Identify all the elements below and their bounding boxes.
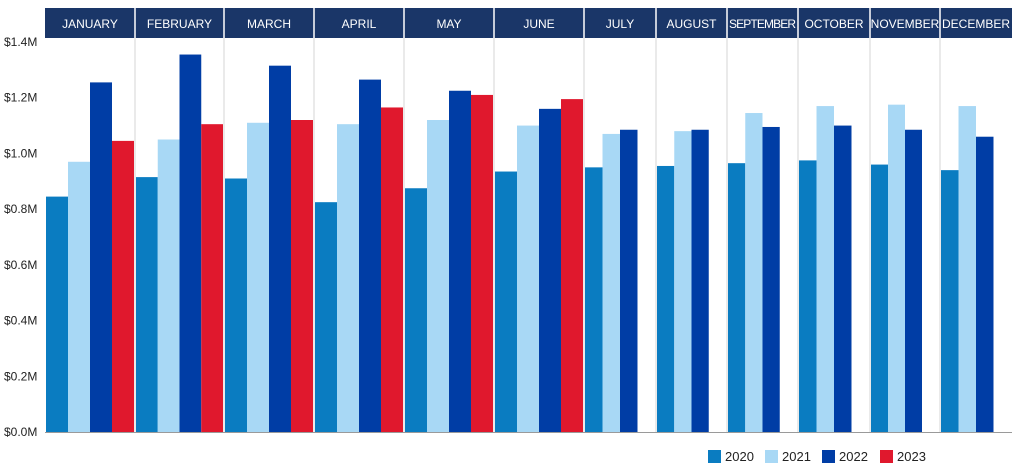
month-label: SEPTEMBER <box>729 17 796 31</box>
legend: 2020 2021 2022 2023 <box>708 449 926 464</box>
bar-2021-february <box>157 139 180 432</box>
legend-label-2020: 2020 <box>725 449 754 464</box>
bar-2020-april <box>315 202 337 432</box>
bar-2020-july <box>585 167 603 432</box>
bar-2021-october <box>816 106 834 433</box>
legend-label-2023: 2023 <box>897 449 926 464</box>
bar-2021-june <box>517 125 539 433</box>
month-header-bar: JANUARY FEBRUARY MARCH APRIL MAY JUNE JULY AUGU… <box>45 8 1012 38</box>
legend-swatch-2022 <box>822 450 835 463</box>
bar-2020-may <box>405 188 427 432</box>
bar-2021-march <box>247 122 269 433</box>
legend-label-2022: 2022 <box>839 449 868 464</box>
month-label: FEBRUARY <box>147 17 212 31</box>
bar-2022-february <box>179 54 202 433</box>
bar-2023-march <box>291 120 313 432</box>
bar-2021-december <box>958 106 976 433</box>
month-label: APRIL <box>342 17 377 31</box>
bar-2021-january <box>68 161 90 433</box>
bar-2022-june <box>539 108 561 432</box>
y-tick-label: $0.0M <box>4 425 37 439</box>
bar-2021-july <box>602 133 620 432</box>
bar-2020-december <box>941 170 959 432</box>
bar-2022-september <box>762 126 780 432</box>
bar-2023-june <box>561 99 583 432</box>
bar-2022-january <box>90 82 112 433</box>
bar-2022-october <box>834 125 852 433</box>
month-label: JULY <box>606 17 634 31</box>
bars <box>45 38 1012 433</box>
bar-2020-january <box>46 196 68 432</box>
bar-2023-february <box>201 124 223 432</box>
legend-swatch-2020 <box>708 450 721 463</box>
bar-2022-march <box>269 65 291 432</box>
bar-2023-april <box>381 107 403 432</box>
month-label: JANUARY <box>62 17 118 31</box>
bar-2021-november <box>888 104 905 432</box>
y-tick-label: $1.2M <box>4 91 37 105</box>
bar-2021-april <box>337 124 359 432</box>
month-label: NOVEMBER <box>871 17 940 31</box>
bar-2022-december <box>976 136 994 432</box>
bar-2020-november <box>871 164 888 433</box>
bar-2022-may <box>449 90 471 432</box>
month-label: MARCH <box>247 17 291 31</box>
bar-2020-june <box>495 171 517 433</box>
bar-2020-august <box>657 165 675 432</box>
y-axis-ticks: $0.0M $0.2M $0.4M $0.6M $0.8M $1.0M $1.2M $1.4M <box>4 35 37 439</box>
bar-2020-march <box>225 178 247 432</box>
bar-2021-september <box>745 113 763 433</box>
month-label: DECEMBER <box>942 17 1010 31</box>
y-tick-label: $1.0M <box>4 146 37 160</box>
month-label: AUGUST <box>666 17 717 31</box>
header-background <box>45 8 1012 38</box>
bar-2022-august <box>691 129 709 432</box>
legend-swatch-2023 <box>880 450 893 463</box>
bar-2022-april <box>359 79 381 432</box>
bar-2021-august <box>674 131 692 432</box>
bar-2020-october <box>799 160 817 432</box>
month-label: MAY <box>436 17 461 31</box>
y-tick-label: $0.2M <box>4 369 37 383</box>
bar-2020-september <box>728 163 746 432</box>
month-label: JUNE <box>523 17 554 31</box>
y-tick-label: $0.8M <box>4 202 37 216</box>
bar-2020-february <box>136 177 158 432</box>
bar-2022-november <box>905 129 922 432</box>
bar-2021-may <box>427 120 449 432</box>
bar-2023-january <box>112 140 134 432</box>
y-tick-label: $0.4M <box>4 314 37 328</box>
bar-2023-may <box>471 94 493 432</box>
bar-2022-july <box>620 129 638 432</box>
y-tick-label: $0.6M <box>4 258 37 272</box>
legend-swatch-2021 <box>765 450 778 463</box>
month-label: OCTOBER <box>804 17 863 31</box>
y-tick-label: $1.4M <box>4 35 37 49</box>
legend-label-2021: 2021 <box>782 449 811 464</box>
